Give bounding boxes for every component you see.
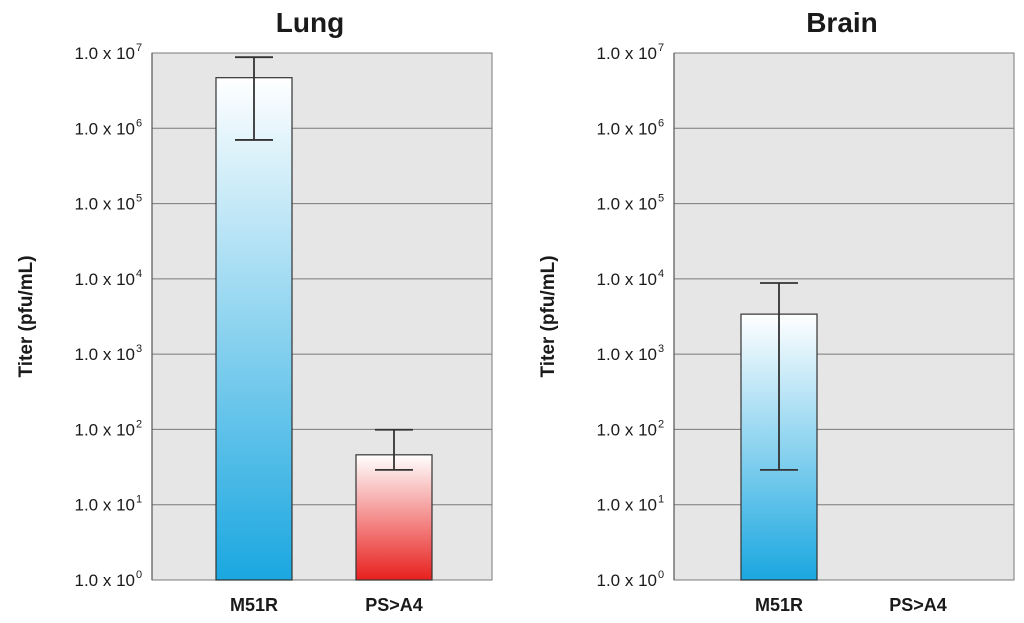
brain-y-tick-1: 1.0 x 101 [597, 494, 665, 515]
lung-x-label-ps-a4: PS>A4 [365, 595, 423, 615]
brain-bars [740, 282, 818, 581]
brain-y-tick-5: 1.0 x 105 [597, 193, 665, 214]
brain-x-label-m51r: M51R [755, 595, 803, 615]
brain-y-tick-2: 1.0 x 102 [597, 418, 665, 439]
error-bar [375, 428, 413, 471]
lung-y-tick-1: 1.0 x 101 [75, 494, 143, 515]
lung-plot-area [151, 52, 493, 581]
lung-y-tick-6: 1.0 x 106 [75, 117, 143, 138]
lung-chart-title: Lung [276, 7, 344, 38]
lung-gridlines [152, 52, 492, 581]
brain-y-tick-6: 1.0 x 106 [597, 117, 665, 138]
lung-y-tick-7: 1.0 x 107 [75, 42, 143, 63]
brain-y-tick-7: 1.0 x 107 [597, 42, 665, 63]
brain-chart: 1.0 x 100 1.0 x 101 1.0 x 102 1.0 x 103 … [538, 7, 1015, 615]
bar-ps-a4 [355, 454, 433, 581]
brain-y-tick-0: 1.0 x 100 [597, 569, 665, 590]
lung-y-ticks: 1.0 x 100 1.0 x 101 1.0 x 102 1.0 x 103 … [75, 42, 143, 590]
lung-chart: 1.0 x 100 1.0 x 101 1.0 x 102 1.0 x 103 … [16, 7, 493, 615]
lung-y-tick-0: 1.0 x 100 [75, 569, 143, 590]
brain-y-ticks: 1.0 x 100 1.0 x 101 1.0 x 102 1.0 x 103 … [597, 42, 665, 590]
lung-y-tick-5: 1.0 x 105 [75, 193, 143, 214]
brain-plot-area [673, 52, 1015, 581]
lung-bars [215, 56, 433, 581]
bar-m51r [215, 77, 293, 581]
lung-y-tick-3: 1.0 x 103 [75, 343, 143, 364]
lung-y-tick-2: 1.0 x 102 [75, 418, 143, 439]
brain-gridlines [674, 52, 1014, 581]
error-bar [235, 56, 273, 141]
brain-chart-title: Brain [806, 7, 878, 38]
brain-y-tick-4: 1.0 x 104 [597, 268, 665, 289]
brain-y-axis-label: Titer (pfu/mL) [538, 255, 559, 377]
lung-y-tick-4: 1.0 x 104 [75, 268, 143, 289]
lung-x-label-m51r: M51R [230, 595, 278, 615]
brain-x-label-ps-a4: PS>A4 [889, 595, 947, 615]
lung-y-axis-label: Titer (pfu/mL) [16, 255, 37, 377]
error-bar [760, 282, 798, 471]
brain-y-tick-3: 1.0 x 103 [597, 343, 665, 364]
